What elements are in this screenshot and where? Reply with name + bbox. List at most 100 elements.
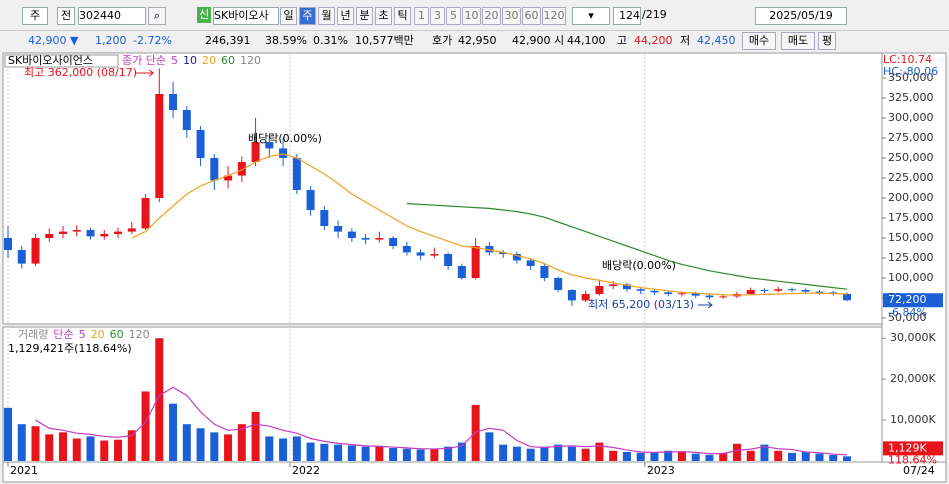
candle-body: [677, 293, 686, 295]
volume-bar: [251, 411, 260, 461]
ma-label: 종가 단순: [122, 54, 166, 67]
ma-legend-item: 120: [240, 54, 261, 67]
candle-body: [485, 246, 494, 253]
volume-bar: [677, 451, 686, 461]
volume-bar: [843, 456, 851, 461]
arrow: [698, 301, 713, 309]
volume-bar: [320, 443, 329, 461]
candle-body: [581, 294, 590, 301]
volume-bar: [347, 445, 356, 461]
market-select[interactable]: 주: [22, 7, 48, 25]
avg-button[interactable]: 평: [818, 32, 836, 50]
period-button[interactable]: 주: [299, 7, 316, 25]
volume-bar: [279, 438, 288, 461]
volume-bar: [59, 432, 68, 461]
vol-ma-legend-item: 20: [91, 328, 105, 341]
period-button[interactable]: 초: [375, 7, 392, 25]
low-label: 저: [680, 34, 691, 47]
high: 44,200: [634, 34, 673, 47]
low: 42,450: [697, 34, 736, 47]
change-label: -6.84%: [888, 306, 927, 319]
dropdown[interactable]: ▾: [572, 7, 610, 25]
candle-body: [554, 278, 563, 290]
current-volume: 1,129K: [888, 441, 927, 454]
interval-button[interactable]: 1: [414, 7, 429, 25]
period-button[interactable]: 일: [280, 7, 297, 25]
candle-body: [361, 238, 370, 240]
volume-bar: [45, 434, 54, 461]
volume-bar: [609, 450, 618, 461]
volume-bar: [210, 432, 219, 461]
volume-bar: [746, 450, 755, 461]
period-button[interactable]: 틱: [394, 7, 411, 25]
volume-bar: [554, 444, 563, 461]
prev-button[interactable]: 전: [57, 7, 75, 25]
period-button[interactable]: 월: [318, 7, 335, 25]
volume-bar: [182, 424, 191, 461]
candle-body: [224, 175, 233, 181]
sell-button[interactable]: 매도: [781, 32, 815, 50]
volume-bar: [169, 403, 178, 461]
candle-body: [347, 231, 356, 238]
volume-bar: [787, 452, 796, 461]
y-tick-label: 20,000K: [890, 372, 936, 385]
interval-button[interactable]: 20: [482, 7, 501, 25]
vol-ma-legend-item: 120: [129, 328, 150, 341]
candle-body: [59, 231, 68, 234]
y-tick-label: 200,000: [888, 191, 934, 204]
search-icon[interactable]: ⌕: [148, 7, 166, 25]
candle-body: [499, 252, 508, 254]
y-tick-label: 300,000: [888, 111, 934, 124]
candle-body: [512, 254, 521, 261]
candle-body: [279, 148, 288, 158]
volume-bar: [306, 442, 315, 461]
interval-button[interactable]: 60: [522, 7, 541, 25]
candle-body: [609, 284, 618, 286]
quote-bar: 42,900 ▼ 1,200 -2.72% 246,391 38.59% 0.3…: [0, 31, 949, 51]
ma-legend-item: 20: [202, 54, 216, 67]
candle-body: [251, 142, 260, 162]
y-tick-label: 350,000: [888, 71, 934, 84]
open: 44,100: [567, 34, 606, 47]
count[interactable]: 124: [613, 7, 641, 25]
y-tick-label: 175,000: [888, 211, 934, 224]
candle-body: [265, 142, 274, 149]
volume-bar: [389, 447, 398, 461]
volume-bar: [430, 448, 439, 461]
period-button[interactable]: 년: [337, 7, 354, 25]
interval-button[interactable]: 120: [542, 7, 566, 25]
candle-body: [705, 295, 714, 298]
volume-bar: [664, 450, 673, 461]
volume-bar: [72, 438, 81, 461]
y-tick-label: 30,000K: [890, 331, 936, 344]
y-tick-label: 150,000: [888, 231, 934, 244]
volume-ratio: 38.59%: [265, 34, 307, 47]
interval-button[interactable]: 10: [462, 7, 481, 25]
code-input[interactable]: 302440: [78, 7, 146, 25]
volume-bar: [760, 444, 769, 461]
bid: 42,900: [512, 34, 551, 47]
ma-line: [35, 386, 848, 456]
volume-ratio: 118.64%: [888, 453, 937, 466]
buy-button[interactable]: 매수: [742, 32, 776, 50]
last-date: 07/24: [903, 464, 935, 477]
volume-bar: [595, 442, 604, 461]
chart-title: SK바이오사이언스: [8, 54, 93, 67]
candle-body: [141, 198, 150, 229]
volume-bar: [375, 446, 384, 461]
interval-button[interactable]: 30: [502, 7, 521, 25]
candle-body: [292, 158, 301, 190]
interval-button[interactable]: 3: [430, 7, 445, 25]
date-input[interactable]: 2025/05/19: [755, 7, 847, 25]
high-label: 고: [617, 34, 628, 47]
volume-bar: [801, 451, 810, 461]
arrow: [135, 69, 155, 77]
candle-body: [17, 250, 26, 264]
volume-bar: [444, 446, 453, 461]
volume-bar: [540, 446, 549, 461]
period-button[interactable]: 분: [356, 7, 373, 25]
volume-bar: [719, 452, 728, 461]
price-pane: [2, 52, 883, 325]
interval-button[interactable]: 5: [446, 7, 461, 25]
vol-ma-legend-item: 5: [79, 328, 86, 341]
